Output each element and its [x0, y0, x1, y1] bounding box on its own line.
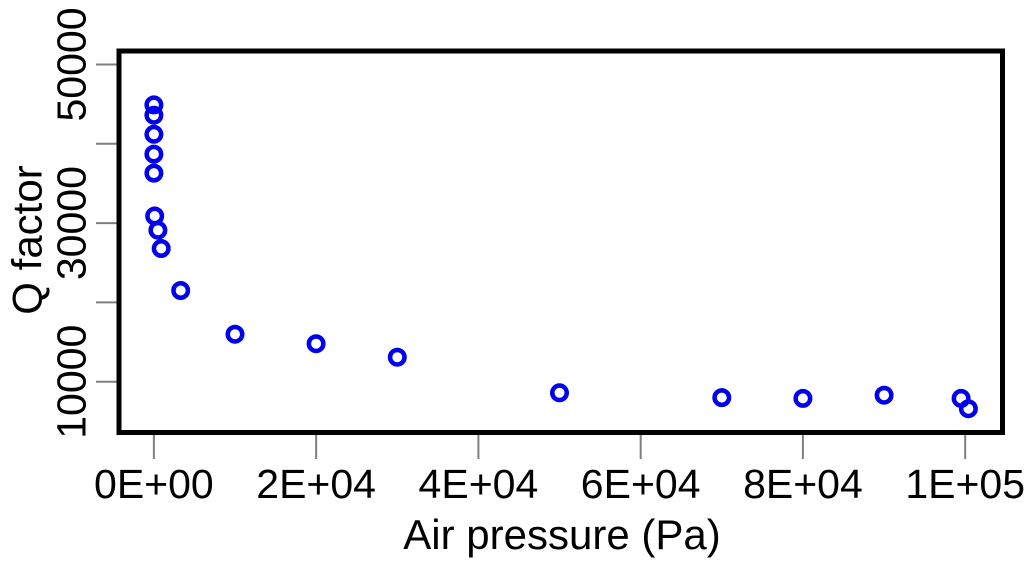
y-axis-ticks [96, 63, 117, 383]
data-point-series [144, 95, 978, 419]
x-tick-label: 2E+04 [256, 461, 376, 507]
x-tick-label: 4E+04 [419, 461, 539, 507]
data-point [712, 388, 732, 408]
x-tick-label: 8E+04 [743, 461, 863, 507]
y-tick-label: 30000 [48, 166, 94, 280]
data-point [171, 281, 191, 300]
data-point [306, 334, 326, 354]
data-point [151, 239, 171, 258]
y-tick-label: 50000 [48, 7, 94, 121]
y-axis-tick-labels: 10000 30000 50000 [48, 7, 94, 438]
data-point [225, 324, 245, 344]
data-point [387, 347, 407, 367]
x-axis-tick-labels: 0E+00 2E+04 4E+04 6E+04 8E+04 1E+05 [94, 461, 1024, 507]
plot-frame [116, 48, 1005, 435]
data-point [874, 385, 894, 405]
x-tick-label: 1E+05 [905, 461, 1024, 507]
data-point [144, 95, 164, 115]
y-axis-title: Q factor [4, 165, 51, 314]
data-point [958, 399, 978, 419]
data-point [793, 388, 813, 408]
x-tick-label: 6E+04 [581, 461, 701, 507]
data-point [144, 124, 164, 144]
data-point [144, 105, 164, 125]
x-tick-label: 0E+00 [94, 461, 214, 507]
y-tick-label: 10000 [48, 325, 94, 439]
data-point [144, 144, 164, 164]
data-point [148, 220, 168, 240]
x-axis-ticks [152, 435, 967, 459]
x-axis-title: Air pressure (Pa) [403, 511, 720, 558]
data-point [550, 383, 569, 403]
data-point [144, 163, 164, 183]
